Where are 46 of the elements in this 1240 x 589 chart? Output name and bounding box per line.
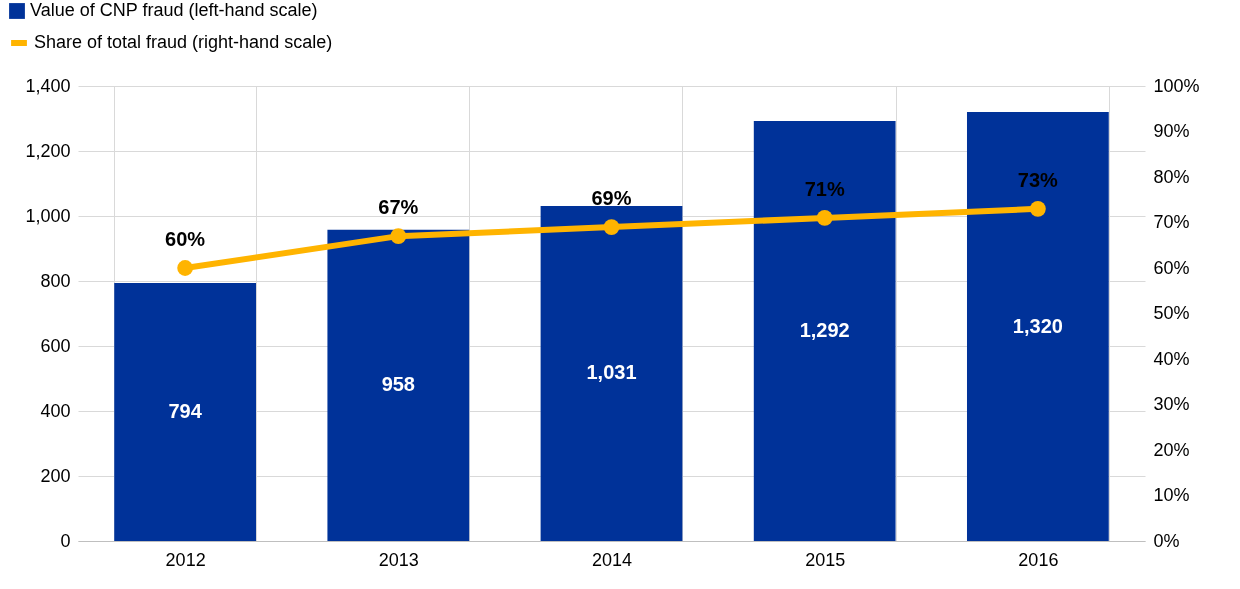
y-tick-label: 200 <box>40 465 71 486</box>
y-tick-label: 400 <box>40 400 71 421</box>
y2-tick-label: 80% <box>1153 166 1190 187</box>
point <box>177 260 194 276</box>
data-label: 60% <box>165 228 206 250</box>
point <box>390 228 407 245</box>
bar <box>327 229 470 541</box>
legend-label: Share of total fraud (right-hand scale) <box>34 32 333 52</box>
data-label: 1,320 <box>1012 314 1063 337</box>
bar <box>753 121 896 541</box>
y-tick-label: 800 <box>40 270 71 291</box>
y-tick-label: 1,400 <box>25 75 71 96</box>
x-tick-label: 2015 <box>805 549 846 570</box>
y2-tick-label: 90% <box>1153 121 1190 141</box>
bar <box>966 112 1109 541</box>
y2-tick-label: 100% <box>1153 75 1200 96</box>
point <box>816 210 833 226</box>
y-tick-label: 600 <box>40 335 71 356</box>
legend-label: Value of CNP fraud (left-hand scale) <box>30 0 318 20</box>
x-tick-label: 2012 <box>165 549 206 570</box>
data-label: 67% <box>378 196 419 219</box>
y2-tick-label: 60% <box>1153 257 1190 278</box>
y-tick-label: 0 <box>60 530 71 551</box>
data-label: 794 <box>168 399 203 422</box>
x-tick-label: 2016 <box>1018 549 1059 570</box>
data-label: 69% <box>591 187 632 210</box>
x-tick-label: 2014 <box>591 549 633 570</box>
y2-tick-label: 30% <box>1153 394 1190 414</box>
data-label: 1,031 <box>586 361 637 384</box>
point <box>1029 200 1046 217</box>
y-tick-label: 1,000 <box>25 205 71 226</box>
bar <box>114 282 257 541</box>
data-label: 958 <box>381 373 415 396</box>
data-label: 73% <box>1017 168 1059 191</box>
data-label: 1,292 <box>799 319 850 342</box>
y2-tick-label: 50% <box>1153 303 1190 323</box>
x-tick-label: 2013 <box>378 549 419 570</box>
y2-tick-label: 0% <box>1153 530 1180 551</box>
y2-tick-label: 40% <box>1153 348 1190 369</box>
y2-tick-label: 20% <box>1153 439 1190 460</box>
y-tick-label: 1,200 <box>25 140 71 161</box>
y2-tick-label: 10% <box>1153 485 1190 505</box>
data-label: 71% <box>804 177 845 200</box>
point <box>603 219 620 235</box>
bar <box>540 205 683 541</box>
y2-tick-label: 70% <box>1153 212 1190 232</box>
